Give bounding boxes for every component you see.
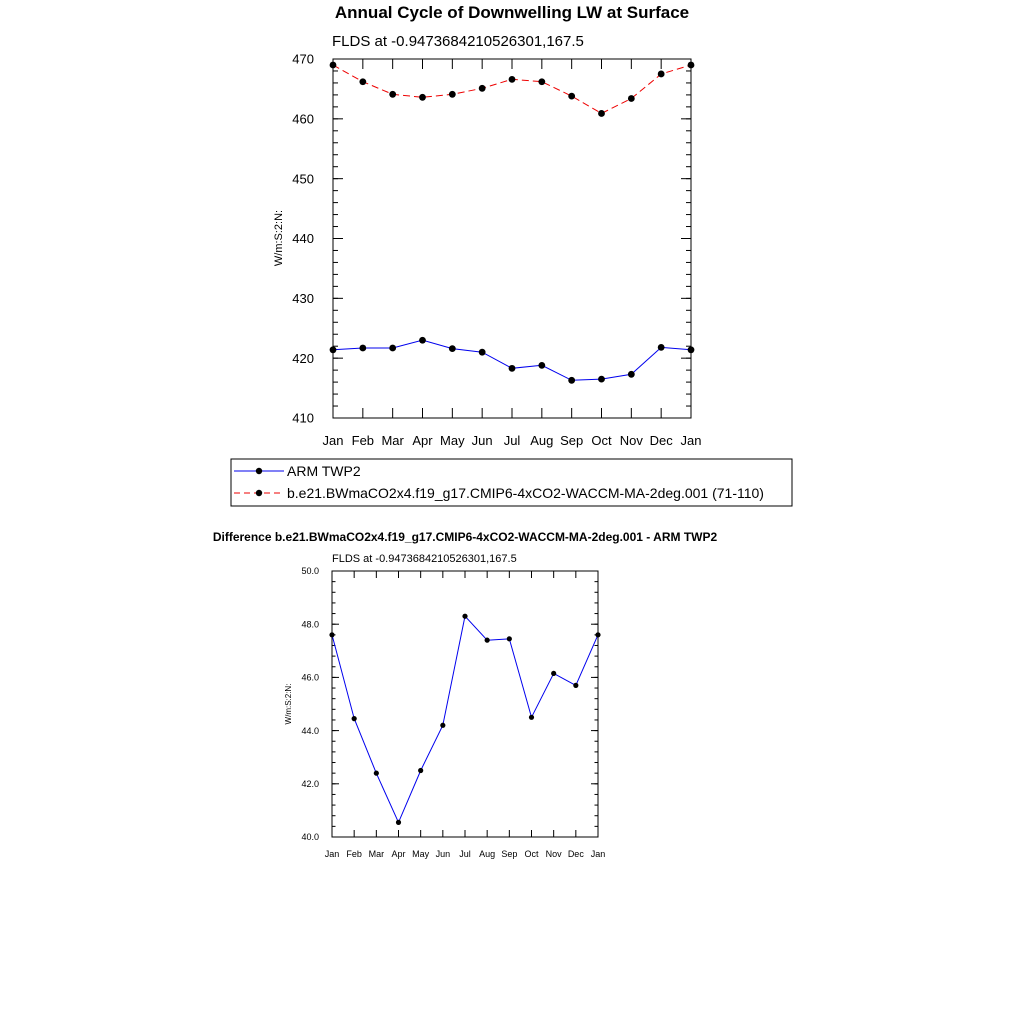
- x-tick-label: Nov: [620, 433, 644, 448]
- series-line-0: [331, 615, 599, 824]
- series-0-point: [440, 722, 446, 728]
- x-tick-label: May: [440, 433, 465, 448]
- x-tick-label: Jan: [681, 433, 702, 448]
- series-1-point: [419, 93, 426, 101]
- series-line-1: [332, 64, 692, 114]
- series-0-point: [478, 348, 486, 356]
- series-0-point: [528, 714, 535, 720]
- series-0-point: [568, 376, 576, 384]
- series-0-point: [508, 364, 516, 372]
- y-tick-label: 430: [292, 291, 314, 306]
- legend-marker-model: [255, 489, 263, 497]
- y-tick-label: 50.0: [301, 566, 319, 576]
- series-0-point: [395, 819, 402, 825]
- series-0-point: [462, 613, 468, 619]
- x-tick-label: Jan: [591, 849, 606, 859]
- legend: ARM TWP2 b.e21.BWmaCO2x4.f19_g17.CMIP6-4…: [230, 458, 793, 507]
- legend-label-model: b.e21.BWmaCO2x4.f19_g17.CMIP6-4xCO2-WACC…: [287, 485, 764, 501]
- y-tick-label: 460: [292, 112, 314, 127]
- x-tick-label: Jun: [472, 433, 493, 448]
- series-0-point: [418, 767, 424, 774]
- legend-box: [230, 458, 793, 507]
- series-1-point: [687, 61, 695, 69]
- x-tick-label: Mar: [381, 433, 404, 448]
- series-0-point: [351, 716, 357, 722]
- y-tick-label: 470: [292, 52, 314, 67]
- series-0-point: [373, 770, 379, 776]
- plot-frame: [332, 58, 692, 419]
- series-1-point: [389, 90, 397, 98]
- series-1-point: [598, 110, 605, 117]
- series-0-point: [506, 636, 512, 642]
- series-0-point: [419, 336, 426, 344]
- series-1-point: [657, 70, 665, 78]
- x-tick-label: Sep: [501, 849, 517, 859]
- x-tick-label: Jan: [323, 433, 344, 448]
- y-tick-label: 440: [292, 231, 314, 246]
- chart2-title: Difference b.e21.BWmaCO2x4.f19_g17.CMIP6…: [213, 530, 718, 544]
- x-tick-label: May: [412, 849, 430, 859]
- y-tick-label: 46.0: [301, 673, 319, 683]
- series-1-point: [627, 95, 635, 102]
- series-0-point: [573, 682, 579, 688]
- series-0-point: [329, 632, 335, 638]
- series-0-point: [598, 375, 605, 383]
- chart1-title: Annual Cycle of Downwelling LW at Surfac…: [335, 3, 689, 22]
- y-tick-label: 450: [292, 171, 314, 186]
- y-tick-label: 40.0: [301, 832, 319, 842]
- series-0-point: [657, 343, 665, 351]
- series-0-point: [389, 344, 397, 352]
- series-0-point: [538, 361, 546, 369]
- x-tick-label: Apr: [391, 849, 405, 859]
- x-tick-label: Oct: [524, 849, 539, 859]
- series-0-point: [627, 370, 635, 378]
- chart1-subtitle: FLDS at -0.9473684210526301,167.5: [332, 33, 584, 50]
- series-0-point: [448, 345, 456, 352]
- x-tick-label: Jul: [504, 433, 521, 448]
- series-0-point: [595, 632, 601, 638]
- series-1-point: [329, 61, 337, 69]
- series-1-point: [568, 92, 576, 100]
- x-tick-label: Feb: [352, 433, 374, 448]
- x-tick-label: Dec: [568, 849, 585, 859]
- plot-frame: [331, 570, 599, 838]
- series-0-point: [484, 637, 490, 643]
- legend-marker-arm: [255, 467, 263, 475]
- series-0-point: [687, 346, 695, 354]
- legend-label-arm: ARM TWP2: [287, 463, 361, 479]
- chart2-ylabel: W/m:S:2:N:: [284, 684, 293, 725]
- y-tick-label: 410: [292, 411, 314, 426]
- y-tick-label: 42.0: [301, 779, 319, 789]
- x-tick-label: Jun: [436, 849, 451, 859]
- series-line-0: [332, 339, 692, 381]
- y-tick-label: 44.0: [301, 726, 319, 736]
- x-tick-label: Dec: [650, 433, 674, 448]
- x-tick-label: Jan: [325, 849, 340, 859]
- x-tick-label: Apr: [412, 433, 433, 448]
- x-tick-label: Feb: [346, 849, 362, 859]
- series-1-point: [538, 78, 546, 86]
- series-0-point: [329, 346, 337, 354]
- x-tick-label: Nov: [546, 849, 563, 859]
- series-1-point: [508, 75, 516, 83]
- x-tick-label: Mar: [369, 849, 385, 859]
- chart2-plot: Jan Feb Mar Apr May Jun Jul Aug Sep Oct Nov Dec Jan 4…: [301, 566, 605, 859]
- x-tick-label: Oct: [591, 433, 612, 448]
- series-1-point: [478, 84, 486, 92]
- x-tick-label: Aug: [530, 433, 553, 448]
- x-tick-label: Sep: [560, 433, 583, 448]
- chart2-subtitle: FLDS at -0.9473684210526301,167.5: [332, 553, 517, 565]
- chart1-ylabel: W/m:S:2:N:: [273, 210, 285, 266]
- x-tick-label: Aug: [479, 849, 495, 859]
- y-tick-label: 420: [292, 351, 314, 366]
- series-0-point: [359, 344, 367, 352]
- y-tick-label: 48.0: [301, 619, 319, 629]
- series-0-point: [551, 670, 557, 677]
- series-1-point: [359, 78, 367, 86]
- x-tick-label: Jul: [459, 849, 471, 859]
- chart1-plot: Jan Feb Mar Apr May Jun Jul Aug Sep Oct Nov Dec Jan 4…: [292, 52, 701, 448]
- series-1-point: [448, 90, 456, 98]
